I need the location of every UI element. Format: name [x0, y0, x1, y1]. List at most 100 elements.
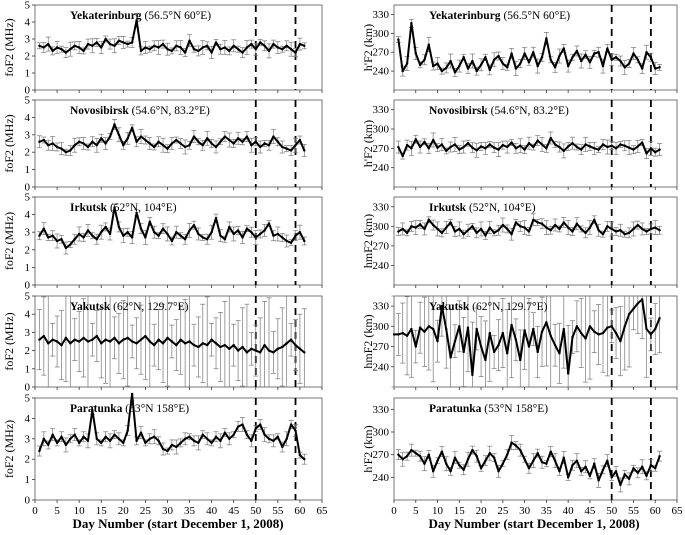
y-axis-label: foF2 (MHz) — [2, 114, 16, 172]
data-point — [170, 443, 174, 447]
station-coords: (53°N 158°E) — [125, 403, 189, 415]
data-point — [484, 459, 487, 462]
station-name: Paratunka — [429, 403, 484, 415]
data-point — [593, 52, 596, 55]
data-point — [285, 437, 288, 440]
plot-frame-right-3 — [393, 196, 678, 286]
data-point — [254, 427, 257, 430]
data-point — [484, 147, 487, 150]
data-point — [232, 142, 235, 145]
data-point — [606, 47, 609, 50]
data-point — [553, 66, 557, 69]
data-point — [188, 144, 191, 147]
data-point — [241, 51, 244, 54]
data-point — [55, 340, 59, 343]
plot-frame-right-5 — [393, 397, 678, 501]
data-point — [250, 144, 253, 147]
station-name: Yakutsk — [429, 301, 472, 313]
data-point — [658, 317, 661, 320]
data-point — [632, 307, 635, 311]
data-point — [445, 66, 448, 70]
station-coords: (56.5°N 60°E) — [144, 10, 211, 22]
y-tick-label: 5 — [25, 95, 31, 107]
data-point — [619, 339, 622, 343]
data-point — [410, 448, 413, 452]
x-tick-label: 45 — [584, 505, 596, 517]
data-point — [519, 144, 522, 147]
data-point — [236, 48, 240, 51]
data-point — [632, 467, 635, 470]
data-point — [545, 462, 548, 465]
data-point — [475, 149, 478, 152]
data-point — [130, 340, 134, 343]
data-point — [501, 331, 505, 335]
data-point — [405, 231, 409, 235]
x-tick-label: 5 — [413, 505, 419, 517]
data-point — [108, 439, 112, 443]
plot-frame-left-5 — [34, 397, 323, 501]
data-point — [126, 231, 129, 234]
data-point — [484, 358, 487, 362]
data-point — [214, 145, 218, 149]
data-point — [179, 338, 182, 341]
data-point — [117, 437, 121, 440]
data-point — [108, 340, 112, 343]
data-point — [523, 458, 526, 461]
data-point — [623, 473, 626, 476]
data-point — [536, 350, 539, 354]
data-point — [73, 238, 76, 241]
data-point — [510, 52, 513, 55]
data-point — [623, 232, 626, 236]
data-point — [440, 304, 444, 308]
data-point — [397, 145, 400, 149]
y-tick-label: 3 — [25, 34, 31, 46]
data-point — [86, 340, 90, 343]
data-point — [51, 338, 54, 341]
data-point — [453, 339, 457, 343]
data-point — [201, 433, 204, 436]
data-point — [179, 46, 182, 49]
data-point — [104, 225, 107, 229]
data-point — [466, 67, 470, 70]
data-point — [228, 225, 231, 229]
data-point — [122, 234, 125, 237]
data-point — [285, 342, 288, 345]
data-point — [55, 145, 59, 149]
data-point — [91, 234, 94, 237]
data-point — [139, 135, 143, 138]
data-point — [606, 225, 609, 228]
x-tick-label: 65 — [672, 505, 684, 517]
data-point — [206, 343, 209, 347]
data-point — [654, 467, 657, 470]
data-point — [431, 470, 435, 473]
data-point — [606, 145, 609, 149]
data-point — [431, 138, 435, 142]
data-point — [64, 51, 68, 54]
data-point — [126, 137, 129, 140]
data-point — [632, 52, 635, 55]
y-tick-label: 330 — [373, 301, 390, 313]
data-point — [223, 135, 227, 138]
panel-left-1: 0 1 2 3 4 5 foF2 (MHz) Yekaterinburg (56.5°N 60… — [2, 0, 323, 97]
x-tick-label: 10 — [432, 505, 444, 517]
y-tick-label: 2 — [25, 51, 31, 63]
data-point — [38, 338, 41, 341]
y-tick-label: 1 — [25, 474, 31, 486]
data-point — [427, 147, 431, 150]
data-point — [475, 69, 478, 73]
data-point — [471, 225, 474, 228]
data-point — [571, 56, 574, 59]
data-point — [117, 39, 121, 42]
data-point — [183, 51, 187, 54]
data-point — [449, 221, 452, 224]
data-point — [571, 335, 574, 339]
station-name: Paratunka — [70, 403, 125, 415]
data-point — [175, 231, 178, 234]
data-point — [113, 44, 116, 47]
data-point — [192, 223, 196, 227]
x-tick-label: 45 — [228, 505, 240, 517]
data-point — [623, 66, 626, 69]
data-point — [645, 327, 648, 331]
data-point — [250, 439, 253, 443]
data-point — [492, 146, 496, 149]
